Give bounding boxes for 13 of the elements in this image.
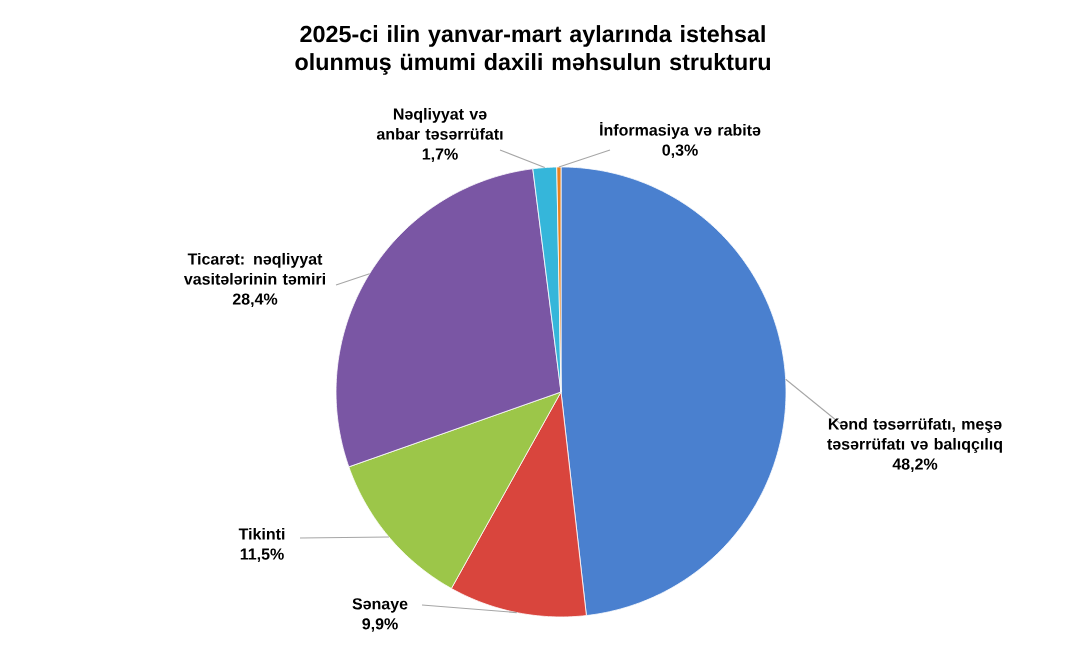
data-label: 28,4% [232, 293, 278, 308]
data-label: 48,2% [892, 458, 938, 473]
slice-label: Tikinti [238, 527, 285, 540]
chart-title: 2025-ci ilin yanvar-mart aylarında istehsal olunmuş ümumi daxili məhsulun strukturu [295, 25, 771, 75]
data-label: 11,5% [240, 548, 284, 563]
slice-label: İnformasiya və rabitə [600, 121, 761, 139]
slice-label: Sənaye [352, 598, 408, 613]
slice-label: Ticarət: nəqliyyat vasitələrinin təmiri [183, 252, 325, 285]
slice-label: Kənd təsərrüfatı, meşə təsərrüfatı və balıqçılıq [827, 417, 1002, 453]
data-label: 1,7% [422, 148, 458, 163]
data-label: 0,3% [662, 144, 698, 159]
data-label: 9,9% [362, 618, 398, 632]
slice-label: Nəqliyyat və anbar təsərrüfatı [376, 107, 503, 140]
